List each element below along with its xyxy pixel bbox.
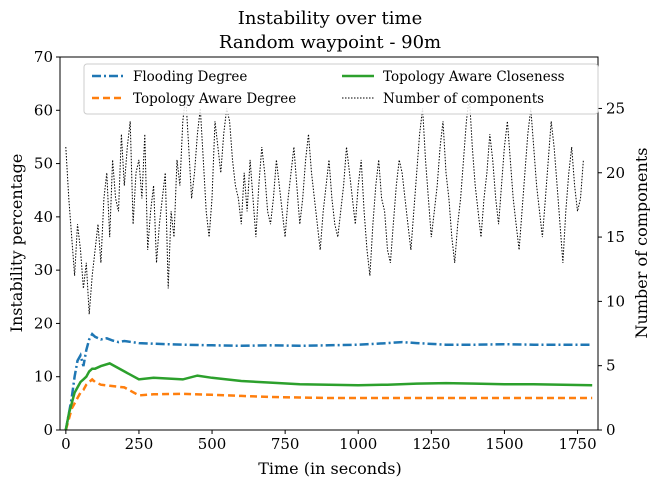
y-right-tick-label: 10 <box>606 292 625 310</box>
y-left-tick-label: 0 <box>43 421 53 439</box>
y-right-tick-label: 15 <box>606 228 625 246</box>
x-tick-label: 1000 <box>339 435 377 453</box>
x-tick-label: 750 <box>271 435 300 453</box>
y-right-tick-label: 0 <box>606 421 616 439</box>
y-left-tick-label: 10 <box>34 368 53 386</box>
y-right-tick-label: 20 <box>606 164 625 182</box>
plot-frame <box>59 56 599 431</box>
plot-area: 0 250 500 750 1000 1250 1500 175001020304050607… <box>34 48 625 453</box>
series-line-topology-aware-closeness <box>64 362 593 431</box>
y-right-tick-label: 25 <box>606 99 625 117</box>
chart-title: Instability over time <box>238 8 423 29</box>
y-right-tick-label: 5 <box>606 357 616 375</box>
x-tick-label: 250 <box>125 435 154 453</box>
x-tick-label: 1500 <box>485 435 523 453</box>
series-line-flooding-degree <box>64 332 593 431</box>
y-axis-right-label: Number of components <box>632 148 650 339</box>
legend-frame <box>83 63 599 115</box>
x-tick-label: 500 <box>198 435 227 453</box>
series-line-topology-aware-degree <box>64 377 593 431</box>
y-left-tick-label: 50 <box>34 155 53 173</box>
legend-label-number-of-components: Number of components <box>383 91 544 107</box>
x-tick-label: 0 <box>61 435 71 453</box>
x-tick-label: 1750 <box>558 435 596 453</box>
y-left-tick-label: 30 <box>34 261 53 279</box>
y-left-tick-label: 70 <box>34 48 53 66</box>
y-left-tick-label: 40 <box>34 208 53 226</box>
legend: Flooding Degree Topology Aware Degree To… <box>83 63 599 115</box>
y-axis-left-label: Instability percentage <box>7 154 26 333</box>
y-left-tick-label: 20 <box>34 314 53 332</box>
x-axis-label: Time (in seconds) <box>258 459 402 478</box>
chart-subtitle: Random waypoint - 90m <box>219 32 441 53</box>
legend-label-topology-aware-degree: Topology Aware Degree <box>133 91 296 107</box>
x-tick-label: 1250 <box>412 435 450 453</box>
series-line-number-of-components <box>65 95 584 315</box>
y-left-tick-label: 60 <box>34 101 53 119</box>
legend-label-topology-aware-closeness: Topology Aware Closeness <box>383 69 565 85</box>
legend-label-flooding-degree: Flooding Degree <box>133 69 247 85</box>
